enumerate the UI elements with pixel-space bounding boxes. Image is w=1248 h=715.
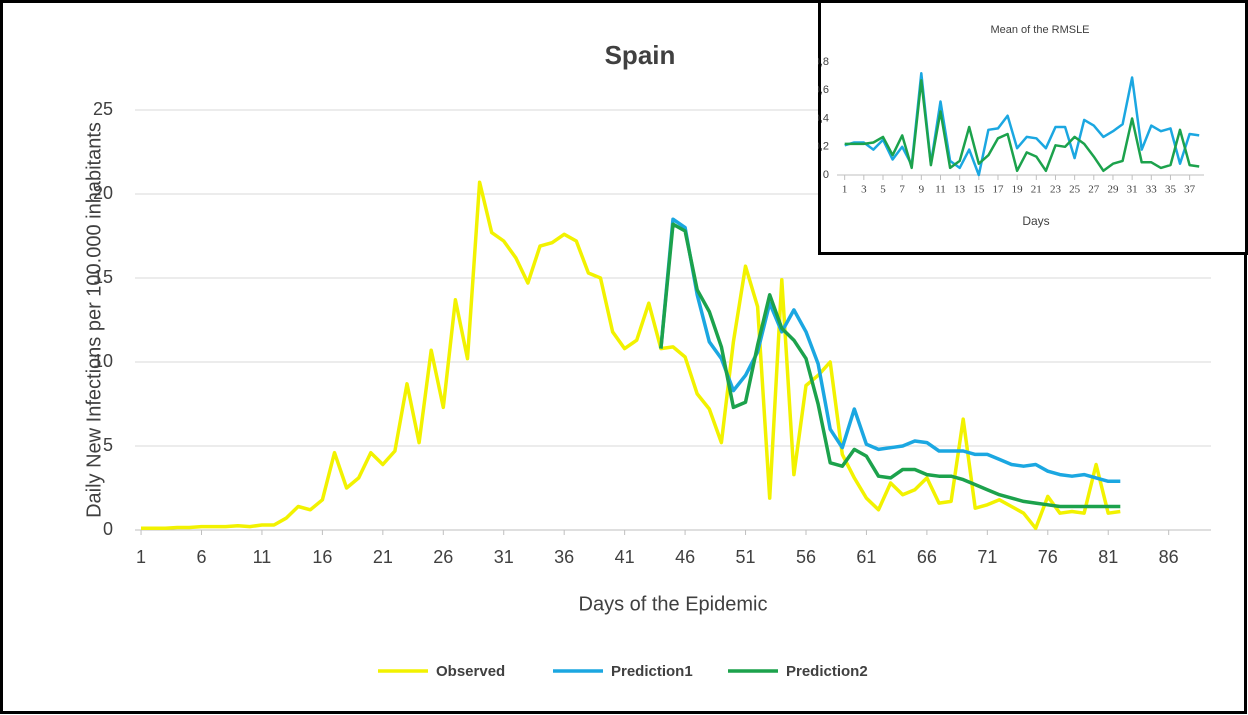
x-tick-label: 1 bbox=[136, 547, 146, 567]
x-axis-label: Days bbox=[1022, 214, 1049, 228]
x-tick-label: 71 bbox=[977, 547, 997, 567]
x-tick-label: 25 bbox=[1069, 184, 1081, 196]
y-tick-label: 15 bbox=[93, 267, 113, 287]
y-tick-label: 0,8 bbox=[818, 56, 829, 68]
x-tick-label: 23 bbox=[1050, 184, 1062, 196]
legend-label: Observed bbox=[436, 663, 505, 680]
x-tick-label: 9 bbox=[919, 184, 925, 196]
y-tick-label: 5 bbox=[103, 435, 113, 455]
x-tick-label: 26 bbox=[433, 547, 453, 567]
x-axis-label: Days of the Epidemic bbox=[579, 593, 768, 615]
inset-frame bbox=[818, 0, 1248, 255]
x-tick-label: 41 bbox=[615, 547, 635, 567]
legend-label: Prediction2 bbox=[786, 663, 868, 680]
x-tick-label: 21 bbox=[1031, 184, 1042, 196]
chart-title: Spain bbox=[605, 40, 676, 70]
x-tick-label: 81 bbox=[1098, 547, 1118, 567]
inset-chart: Mean of the RMSLE00,20,40,60,81357911131… bbox=[818, 0, 1248, 255]
x-tick-label: 6 bbox=[196, 547, 206, 567]
x-tick-label: 15 bbox=[973, 184, 985, 196]
x-tick-label: 13 bbox=[954, 184, 966, 196]
y-tick-label: 0,4 bbox=[818, 112, 829, 124]
y-tick-label: 0 bbox=[823, 169, 829, 181]
series-line bbox=[141, 180, 1121, 531]
x-tick-label: 33 bbox=[1146, 184, 1158, 196]
x-tick-label: 66 bbox=[917, 547, 937, 567]
x-tick-label: 1 bbox=[842, 184, 848, 196]
x-tick-label: 56 bbox=[796, 547, 816, 567]
y-tick-label: 0,6 bbox=[818, 84, 829, 96]
x-tick-label: 17 bbox=[992, 184, 1004, 196]
x-tick-label: 46 bbox=[675, 547, 695, 567]
x-tick-label: 31 bbox=[494, 547, 514, 567]
x-tick-label: 76 bbox=[1038, 547, 1058, 567]
x-tick-label: 3 bbox=[861, 184, 867, 196]
x-tick-label: 36 bbox=[554, 547, 574, 567]
x-tick-label: 19 bbox=[1012, 184, 1024, 196]
x-tick-label: 31 bbox=[1127, 184, 1138, 196]
y-tick-label: 25 bbox=[93, 99, 113, 119]
x-tick-label: 61 bbox=[856, 547, 876, 567]
x-tick-label: 86 bbox=[1159, 547, 1179, 567]
legend-label: Prediction1 bbox=[611, 663, 693, 680]
y-tick-label: 10 bbox=[93, 351, 113, 371]
x-tick-label: 21 bbox=[373, 547, 393, 567]
x-tick-label: 11 bbox=[935, 184, 946, 196]
x-tick-label: 7 bbox=[899, 184, 905, 196]
x-tick-label: 37 bbox=[1184, 184, 1196, 196]
x-tick-label: 5 bbox=[880, 184, 886, 196]
x-tick-label: 35 bbox=[1165, 184, 1177, 196]
y-tick-label: 0 bbox=[103, 519, 113, 539]
y-tick-label: 20 bbox=[93, 183, 113, 203]
y-axis-label: Daily New Infections per 100.000 inhabit… bbox=[83, 122, 105, 518]
x-tick-label: 11 bbox=[253, 547, 272, 567]
x-tick-label: 29 bbox=[1107, 184, 1119, 196]
x-tick-label: 51 bbox=[736, 547, 756, 567]
series-line bbox=[659, 217, 1121, 484]
chart-title: Mean of the RMSLE bbox=[990, 24, 1089, 36]
x-tick-label: 27 bbox=[1088, 184, 1100, 196]
series-line bbox=[659, 222, 1121, 509]
x-tick-label: 16 bbox=[312, 547, 332, 567]
y-tick-label: 0,2 bbox=[818, 141, 829, 153]
series-line bbox=[844, 72, 1200, 177]
series-line bbox=[844, 79, 1200, 173]
